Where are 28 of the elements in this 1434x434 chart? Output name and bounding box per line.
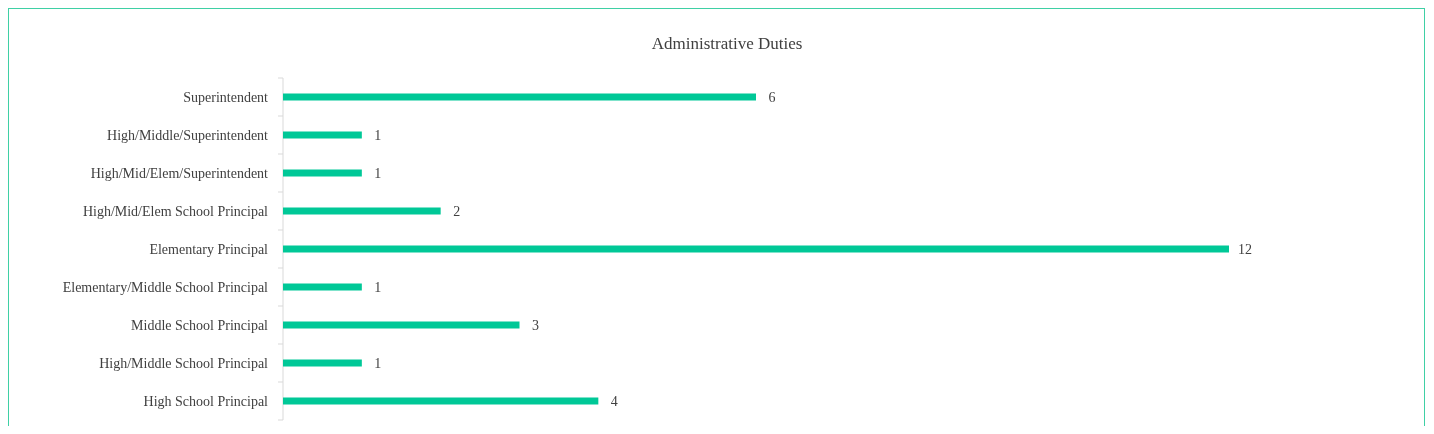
- bar: [283, 321, 520, 329]
- bar: [283, 359, 362, 367]
- data-label: 6: [768, 89, 776, 105]
- bar: [283, 207, 441, 215]
- y-tick-label: Superintendent: [183, 89, 269, 105]
- bar: [283, 283, 362, 291]
- bar: [283, 131, 362, 139]
- data-label: 1: [374, 355, 382, 371]
- y-tick-label: Elementary/Middle School Principal: [62, 279, 269, 295]
- data-label: 2: [453, 203, 461, 219]
- y-tick-label: High/Middle School Principal: [99, 355, 269, 371]
- data-label: 4: [610, 393, 618, 409]
- y-tick-label: Elementary Principal: [149, 241, 269, 257]
- data-label: 1: [374, 165, 382, 181]
- data-label: 3: [532, 317, 539, 333]
- bar: [283, 93, 756, 101]
- y-tick-label: High/Mid/Elem/Superintendent: [90, 165, 269, 181]
- bar: [283, 169, 362, 177]
- y-tick-label: Middle School Principal: [131, 317, 269, 333]
- y-tick-label: High/Mid/Elem School Principal: [82, 203, 269, 219]
- chart-title: Administrative Duties: [651, 34, 803, 53]
- data-label: 12: [1238, 241, 1252, 257]
- data-label: 1: [374, 279, 382, 295]
- bar: [283, 245, 1229, 253]
- data-label: 1: [374, 127, 382, 143]
- y-tick-label: High/Middle/Superintendent: [107, 127, 269, 143]
- bar: [283, 397, 599, 405]
- y-tick-label: High School Principal: [143, 393, 269, 409]
